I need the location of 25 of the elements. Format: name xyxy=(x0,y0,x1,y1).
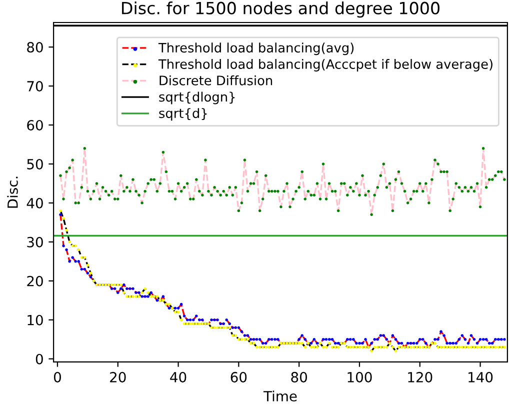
chart-title: Disc. for 1500 nodes and degree 1000 xyxy=(122,2,440,18)
y-tick-label: 20 xyxy=(27,276,43,286)
x-tick-label: 140 xyxy=(468,372,493,382)
y-axis-title: Disc. xyxy=(7,176,18,208)
legend-label: sqrt{d} xyxy=(159,108,207,121)
y-tick-label: 70 xyxy=(27,80,43,92)
x-tick-label: 60 xyxy=(230,372,247,382)
y-tick-label: 50 xyxy=(27,158,43,170)
legend-label: Discrete Diffusion xyxy=(160,75,272,86)
y-tick-label: 30 xyxy=(27,236,43,248)
x-tick-label: 120 xyxy=(408,372,432,382)
x-tick-label: 80 xyxy=(291,372,307,382)
legend-label: Threshold load balancing(Acccpet if below average) xyxy=(158,58,492,72)
y-tick-label: 80 xyxy=(27,42,43,53)
x-tick-label: 20 xyxy=(110,372,126,382)
legend-label: sqrt{dlogn} xyxy=(159,92,235,104)
x-axis-title: Time xyxy=(263,390,297,402)
y-tick-label: 10 xyxy=(28,314,43,326)
legend-label: Threshold load balancing(avg) xyxy=(158,42,354,56)
x-tick-label: 0 xyxy=(54,372,61,382)
y-tick-label: 60 xyxy=(27,120,43,130)
x-tick-label: 40 xyxy=(170,372,186,382)
y-tick-label: 0 xyxy=(36,354,43,364)
y-tick-label: 40 xyxy=(26,198,43,208)
x-tick-label: 100 xyxy=(348,372,372,382)
